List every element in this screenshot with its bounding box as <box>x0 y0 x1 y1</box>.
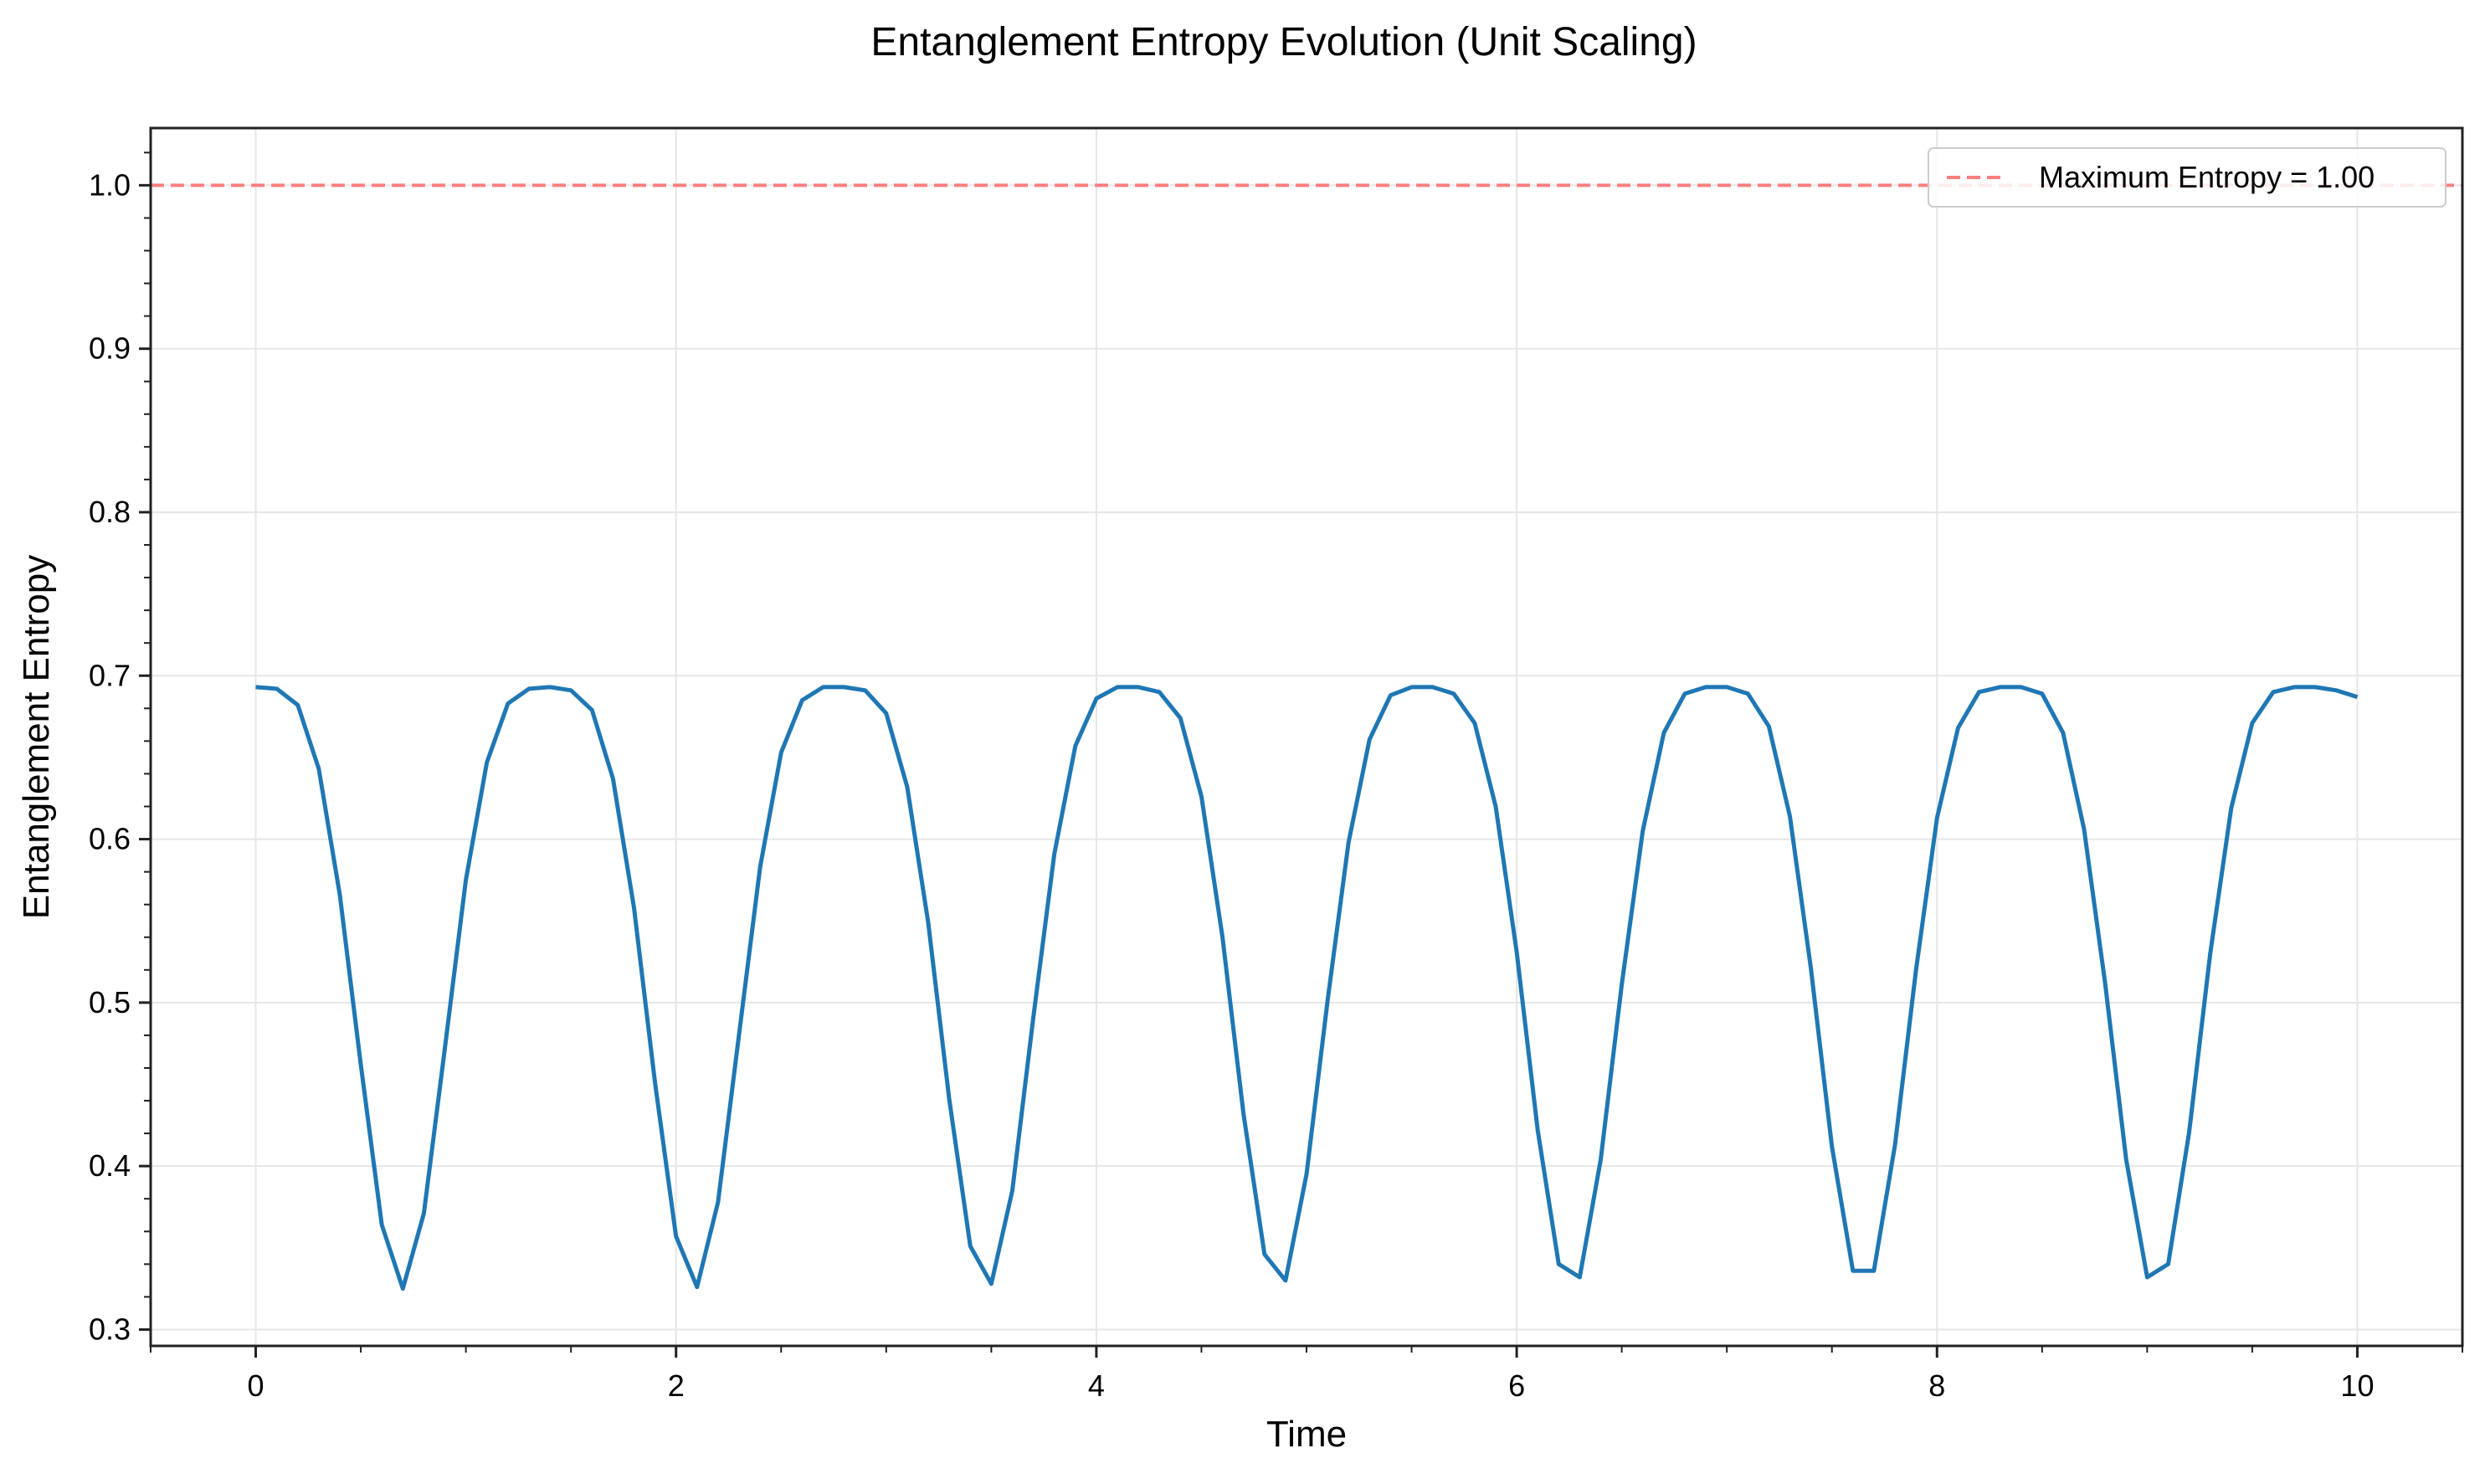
x-tick-label: 10 <box>2340 1368 2374 1403</box>
y-tick-label: 0.4 <box>89 1148 131 1183</box>
legend: Maximum Entropy = 1.00 <box>1928 147 2446 208</box>
x-axis-label: Time <box>1266 1414 1347 1455</box>
y-tick-label: 0.8 <box>89 495 131 529</box>
x-tick-label: 2 <box>668 1368 685 1403</box>
x-tick-label: 4 <box>1088 1368 1105 1403</box>
x-tick-label: 0 <box>248 1368 264 1403</box>
x-tick-label: 8 <box>1928 1368 1945 1403</box>
series-layer <box>255 685 2359 1291</box>
y-tick-label: 0.9 <box>89 331 131 366</box>
legend-box <box>1928 147 2446 208</box>
y-tick-label: 0.6 <box>89 822 131 856</box>
axis-layer: 0 2 4 6 8 10 0.3 0.4 0.5 0.6 0.7 0.8 0.9 1.0 <box>89 151 2463 1403</box>
y-tick-label: 0.5 <box>89 985 131 1019</box>
series-line-entanglement-entropy <box>255 685 2359 1291</box>
y-axis-label: Entanglement Entropy <box>16 555 57 919</box>
y-tick-label: 0.3 <box>89 1312 131 1346</box>
y-tick-label: 0.7 <box>89 658 131 692</box>
chart-title: Entanglement Entropy Evolution (Unit Sca… <box>870 20 1697 64</box>
x-tick-label: 6 <box>1508 1368 1525 1403</box>
y-tick-label: 1.0 <box>89 167 131 202</box>
legend-label-reference: Maximum Entropy = 1.00 <box>2039 160 2375 194</box>
